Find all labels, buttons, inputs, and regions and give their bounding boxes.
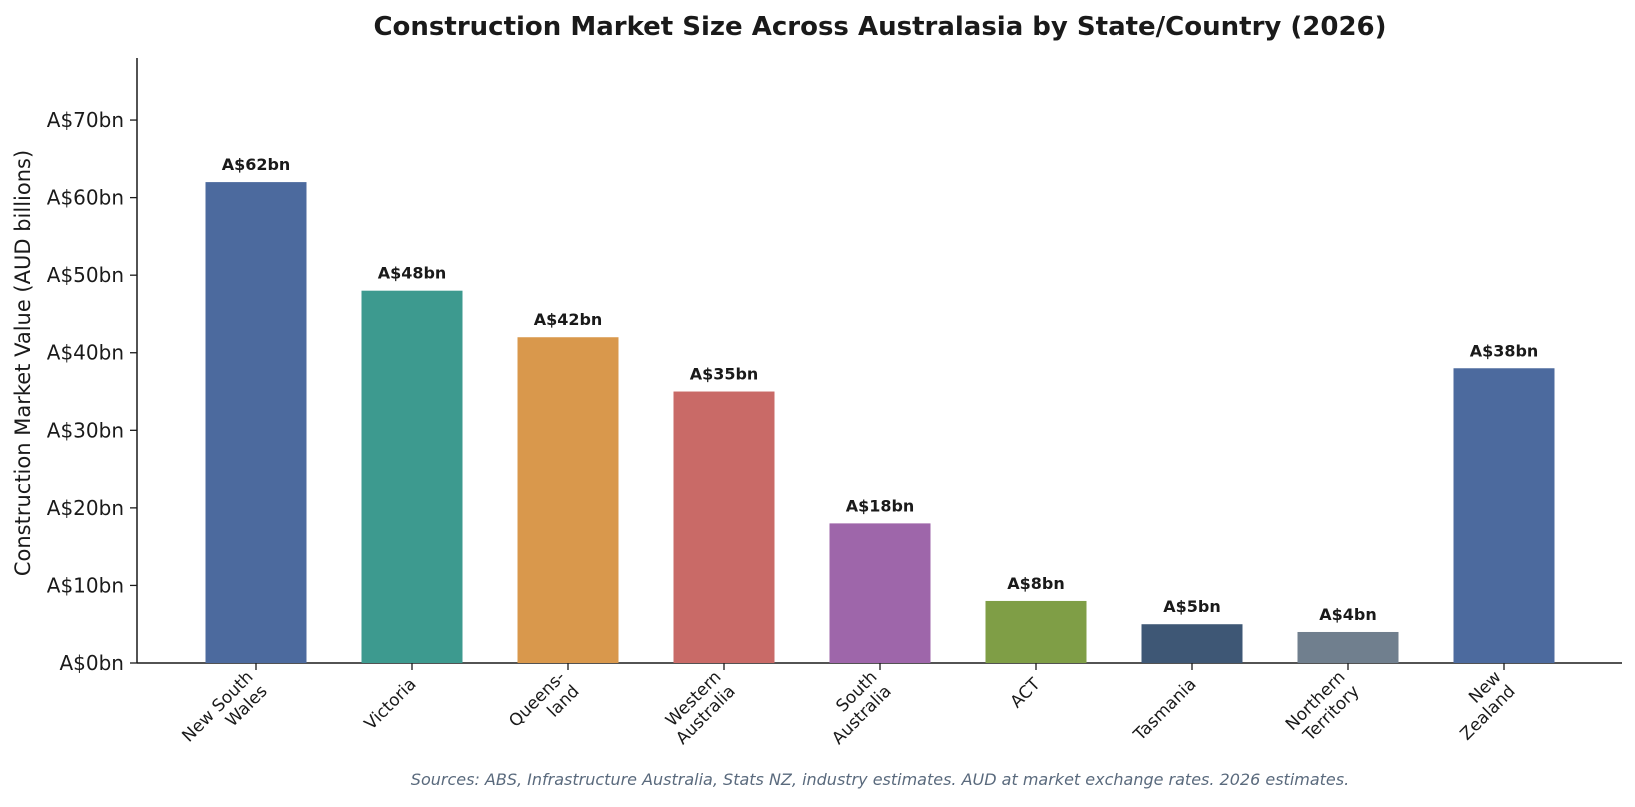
bars <box>205 182 1555 663</box>
y-tick-label: A$20bn <box>47 496 124 520</box>
bar-value-label: A$62bn <box>222 155 291 174</box>
bar <box>1297 631 1399 663</box>
y-tick-label: A$50bn <box>47 263 124 287</box>
x-tick-label: SouthAustralia <box>814 667 895 748</box>
y-tick-label: A$60bn <box>47 186 124 210</box>
x-tick-label: Victoria <box>361 674 421 734</box>
svg-text:NewZealand: NewZealand <box>1442 667 1519 744</box>
svg-text:Victoria: Victoria <box>361 674 421 734</box>
y-tick-label: A$0bn <box>59 651 124 675</box>
bar-value-label: A$5bn <box>1163 597 1221 616</box>
x-tick-label: Tasmania <box>1129 674 1200 745</box>
y-tick-label: A$30bn <box>47 418 124 442</box>
bar <box>517 337 619 663</box>
source-note: Sources: ABS, Infrastructure Australia, … <box>411 770 1349 789</box>
x-tick-label: ACT <box>1007 674 1045 712</box>
x-tick-label: NewZealand <box>1442 667 1520 744</box>
svg-text:Queens-land: Queens-land <box>505 667 583 745</box>
y-tick-label: A$10bn <box>47 573 124 597</box>
x-tick-label: Queens-land <box>505 667 583 745</box>
y-tick-label: A$70bn <box>47 108 124 132</box>
bar-value-label: A$48bn <box>378 264 447 283</box>
svg-text:WesternAustralia: WesternAustralia <box>658 667 739 748</box>
bar <box>1453 368 1555 663</box>
bar <box>673 391 775 663</box>
bar-value-label: A$42bn <box>534 310 603 329</box>
svg-text:NorthernTerritory: NorthernTerritory <box>1282 667 1364 749</box>
x-tick-label: WesternAustralia <box>658 667 740 748</box>
bar <box>829 523 931 663</box>
y-tick-label: A$40bn <box>47 341 124 365</box>
y-axis: A$0bn A$10bn A$20bn A$30bn A$40bn A$50bn A$60b… <box>47 58 138 675</box>
bar <box>205 182 307 663</box>
svg-text:Tasmania: Tasmania <box>1129 674 1200 745</box>
svg-text:New SouthWales: New SouthWales <box>178 667 271 760</box>
x-tick-label: NorthernTerritory <box>1282 667 1364 749</box>
bar <box>985 600 1087 663</box>
bar-value-label: A$35bn <box>690 365 759 384</box>
svg-text:SouthAustralia: SouthAustralia <box>814 667 895 748</box>
bar <box>361 290 463 663</box>
y-axis-label: Construction Market Value (AUD billions) <box>11 150 35 576</box>
x-axis: New SouthWales Victoria Queens-land Western… <box>137 662 1622 760</box>
bar-value-label: A$18bn <box>846 496 915 515</box>
x-tick-label: New SouthWales <box>178 667 271 760</box>
svg-text:ACT: ACT <box>1007 674 1045 712</box>
chart-title: Construction Market Size Across Australa… <box>373 12 1386 42</box>
bar-value-label: A$8bn <box>1007 574 1065 593</box>
bar-value-label: A$38bn <box>1470 341 1539 360</box>
value-labels: A$62bn A$48bn A$42bn A$35bn A$18bn A$8bn A$5bn… <box>222 155 1539 624</box>
bar <box>1141 624 1243 663</box>
bar-value-label: A$4bn <box>1319 605 1377 624</box>
